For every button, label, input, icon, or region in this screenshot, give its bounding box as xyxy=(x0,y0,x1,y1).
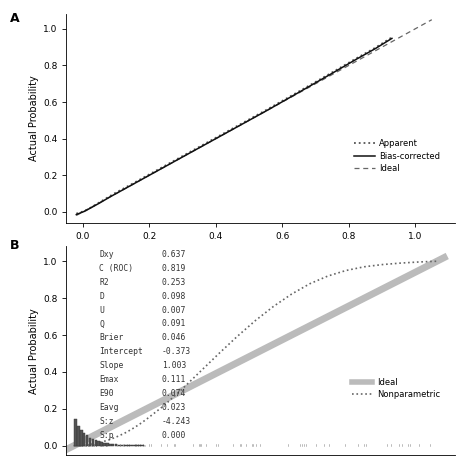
Text: -0.373: -0.373 xyxy=(162,347,191,356)
Legend: Apparent, Bias-corrected, Ideal: Apparent, Bias-corrected, Ideal xyxy=(350,136,443,176)
Bar xyxy=(118,445,120,446)
Text: Dxy: Dxy xyxy=(100,250,114,259)
Text: 0.023: 0.023 xyxy=(162,403,186,412)
Text: 0.007: 0.007 xyxy=(162,306,186,315)
Text: 0.074: 0.074 xyxy=(162,389,186,398)
Text: Q: Q xyxy=(100,319,104,328)
Text: 0.111: 0.111 xyxy=(162,375,186,384)
Text: S:p: S:p xyxy=(100,431,114,440)
Bar xyxy=(89,438,91,446)
Bar xyxy=(91,439,94,446)
Bar xyxy=(112,444,115,446)
Bar xyxy=(127,445,129,446)
Text: 1.003: 1.003 xyxy=(162,361,186,370)
Bar xyxy=(80,430,82,446)
Bar xyxy=(106,443,109,446)
Text: U: U xyxy=(100,306,104,315)
Text: Slope: Slope xyxy=(100,361,124,370)
Bar xyxy=(103,443,106,446)
Text: 0.098: 0.098 xyxy=(162,292,186,301)
Text: D: D xyxy=(100,292,104,301)
Bar xyxy=(98,441,100,446)
Legend: Ideal, Nonparametric: Ideal, Nonparametric xyxy=(348,374,443,402)
Y-axis label: Actual Probability: Actual Probability xyxy=(29,76,39,161)
Text: R2: R2 xyxy=(100,278,109,287)
Bar xyxy=(74,419,77,446)
Text: 0.046: 0.046 xyxy=(162,333,186,342)
Text: 0.819: 0.819 xyxy=(162,264,186,273)
Text: A: A xyxy=(9,12,19,25)
Bar xyxy=(83,433,85,446)
Bar xyxy=(77,426,80,446)
Text: 0.637: 0.637 xyxy=(162,250,186,259)
Bar xyxy=(132,445,135,446)
Text: -4.243: -4.243 xyxy=(162,417,191,426)
Text: Emax: Emax xyxy=(100,375,119,384)
Bar xyxy=(115,444,118,446)
Bar xyxy=(100,442,103,446)
Y-axis label: Actual Probability: Actual Probability xyxy=(29,308,39,393)
Text: Brier: Brier xyxy=(100,333,124,342)
Text: 0.253: 0.253 xyxy=(162,278,186,287)
Text: 0.091: 0.091 xyxy=(162,319,186,328)
Bar xyxy=(135,445,138,446)
X-axis label: Predicted Probability: Predicted Probability xyxy=(210,246,311,256)
Text: 0.000: 0.000 xyxy=(162,431,186,440)
Bar xyxy=(129,445,132,446)
Text: S:z: S:z xyxy=(100,417,114,426)
Text: E90: E90 xyxy=(100,389,114,398)
Bar xyxy=(121,445,123,446)
Bar xyxy=(86,436,88,446)
Text: B: B xyxy=(9,239,19,252)
Text: C (ROC): C (ROC) xyxy=(100,264,134,273)
Bar xyxy=(124,445,126,446)
Text: Intercept: Intercept xyxy=(100,347,143,356)
Bar xyxy=(109,444,111,446)
Bar xyxy=(94,440,97,446)
Text: Eavg: Eavg xyxy=(100,403,119,412)
